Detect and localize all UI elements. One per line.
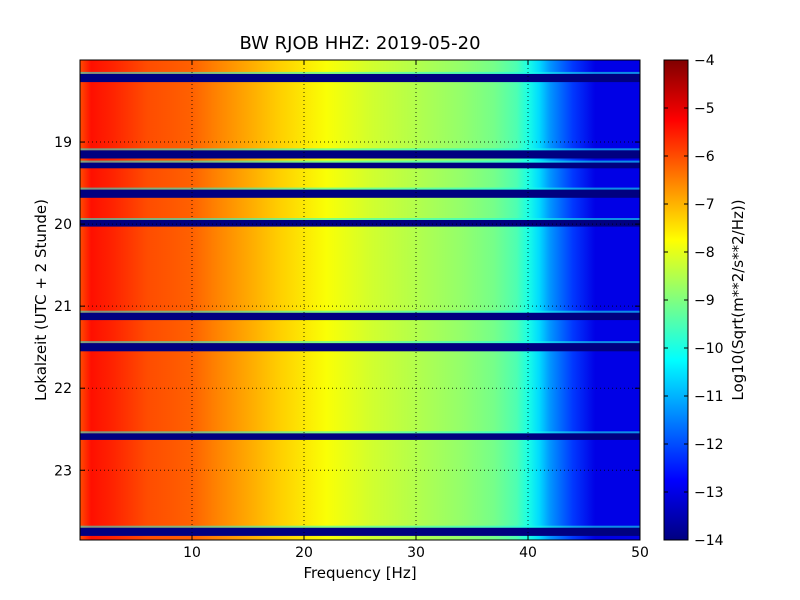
y-tick-label: 21 bbox=[54, 299, 72, 315]
heatmap-background bbox=[80, 60, 640, 540]
colorbar-ticks: −4 −5 −6 −7 −8 −9 −10 −11 −12 −13 −14 bbox=[664, 53, 724, 549]
data-gap-edge bbox=[80, 310, 640, 313]
colorbar-tick-label: −11 bbox=[694, 389, 724, 405]
colorbar-label: Log10(Sqrt(m**2/s**2/Hz)) bbox=[729, 199, 747, 400]
y-tick-label: 19 bbox=[54, 135, 72, 151]
x-axis-ticks: 10 20 30 40 50 bbox=[183, 60, 649, 561]
data-gap-edge bbox=[80, 160, 640, 163]
data-gap-band bbox=[80, 527, 640, 536]
data-gap-band bbox=[80, 189, 640, 198]
colorbar-tick-label: −13 bbox=[694, 485, 724, 501]
data-gap-band bbox=[80, 220, 640, 227]
colorbar-tick-label: −6 bbox=[694, 149, 715, 165]
x-tick-label: 20 bbox=[295, 545, 313, 561]
data-gap-edge bbox=[80, 71, 640, 74]
data-gap-edge bbox=[80, 218, 640, 220]
x-tick-label: 50 bbox=[631, 545, 649, 561]
grid-lines bbox=[80, 60, 640, 540]
data-gap-band bbox=[80, 73, 640, 83]
colorbar-tick-label: −12 bbox=[694, 437, 724, 453]
colorbar-tick-label: −8 bbox=[694, 245, 715, 261]
y-tick-label: 20 bbox=[54, 217, 72, 233]
y-tick-label: 22 bbox=[54, 381, 72, 397]
x-tick-label: 40 bbox=[519, 545, 537, 561]
y-axis-ticks: 19 20 21 22 23 bbox=[54, 135, 640, 479]
y-tick-label: 23 bbox=[54, 463, 72, 479]
data-gap-edge bbox=[80, 341, 640, 344]
data-gap-edge bbox=[80, 187, 640, 190]
data-gap-band bbox=[80, 312, 640, 321]
colorbar-tick-label: −14 bbox=[694, 533, 724, 549]
colorbar-tick-label: −7 bbox=[694, 197, 715, 213]
data-gap-edge bbox=[80, 525, 640, 528]
data-gap-band bbox=[80, 150, 640, 159]
colorbar-tick-label: −5 bbox=[694, 101, 715, 117]
x-axis-label: Frequency [Hz] bbox=[303, 564, 416, 582]
x-tick-label: 30 bbox=[407, 545, 425, 561]
colorbar-tick-label: −4 bbox=[694, 53, 715, 69]
data-gaps bbox=[80, 71, 640, 536]
plot-frame bbox=[79, 59, 641, 541]
colorbar-tick-label: −10 bbox=[694, 341, 724, 357]
data-gap-edge bbox=[80, 431, 640, 434]
data-gap-edge bbox=[80, 148, 640, 151]
data-gap-band bbox=[80, 343, 640, 352]
colorbar: −4 −5 −6 −7 −8 −9 −10 −11 −12 −13 −14 Log10(Sqrt(m… bbox=[663, 53, 747, 549]
data-gap-band bbox=[80, 162, 640, 169]
chart-title: BW RJOB HHZ: 2019-05-20 bbox=[239, 33, 480, 54]
data-gap-band bbox=[80, 433, 640, 440]
y-axis-label: Lokalzeit (UTC + 2 Stunde) bbox=[32, 199, 50, 401]
colorbar-tick-label: −9 bbox=[694, 293, 715, 309]
plot-area: 10 20 30 40 50 19 20 21 22 23 bbox=[54, 59, 649, 561]
x-tick-label: 10 bbox=[183, 545, 201, 561]
